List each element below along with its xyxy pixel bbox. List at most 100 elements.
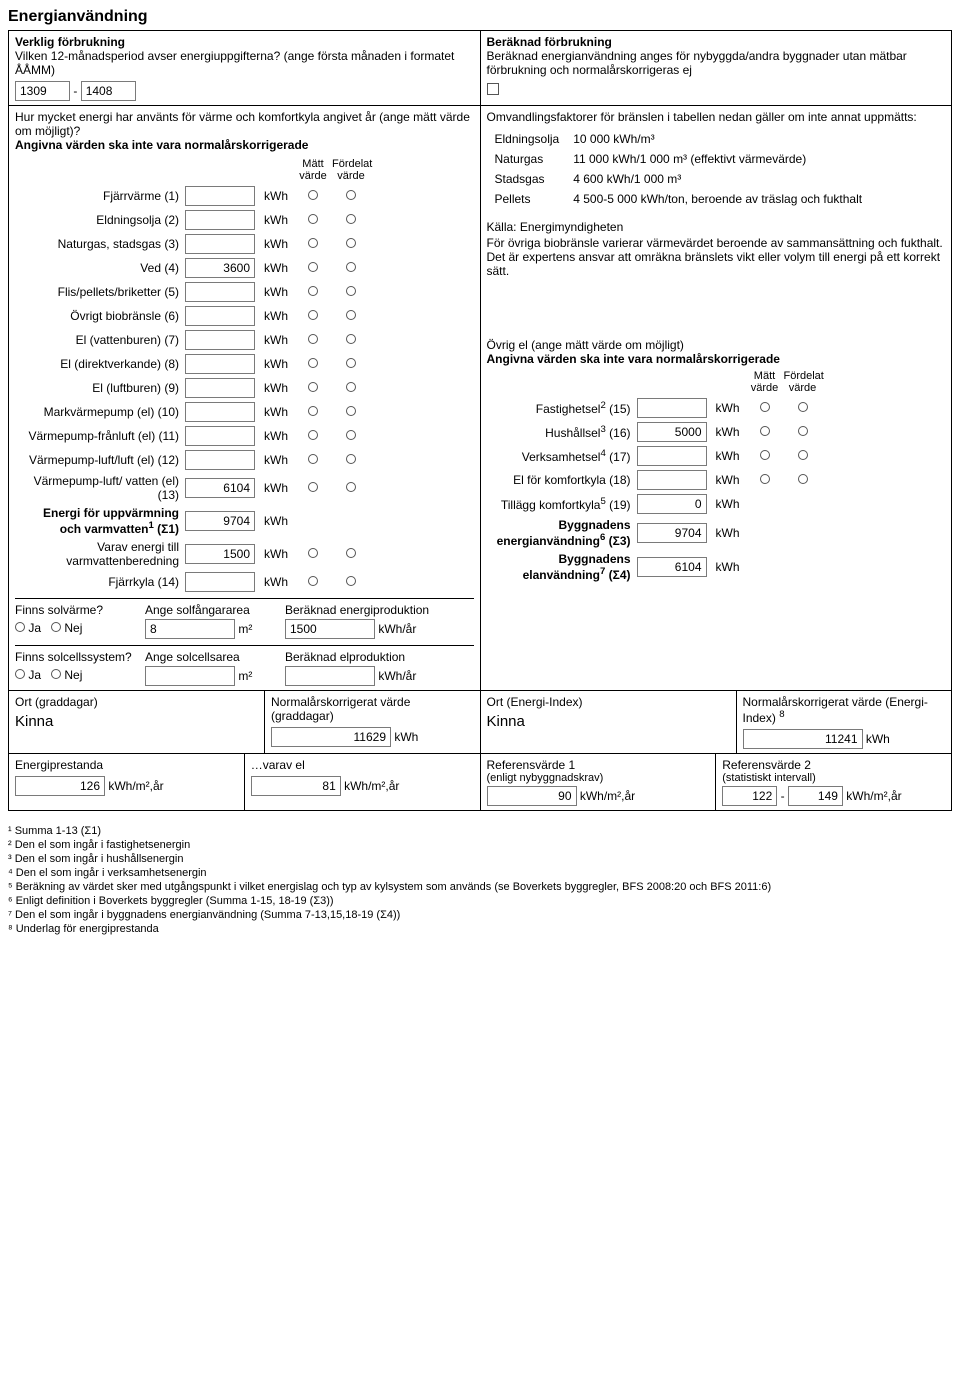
energy-row-input[interactable] — [185, 306, 255, 326]
varav-ford-radio[interactable] — [346, 548, 356, 558]
norm-grad-input[interactable] — [271, 727, 391, 747]
solvarme-ja-radio[interactable] — [15, 622, 25, 632]
energy-row-input[interactable] — [185, 426, 255, 446]
solcell-area-input[interactable] — [145, 666, 235, 686]
energy-row-ford-radio[interactable] — [346, 286, 356, 296]
energy-row-input[interactable] — [185, 282, 255, 302]
varav-el-label: …varav el — [251, 758, 474, 772]
conv-intro: Omvandlingsfaktorer för bränslen i tabel… — [487, 110, 946, 124]
energy-row-label: Eldningsolja (2) — [15, 213, 185, 227]
tillagg-label: Tillägg komfortkyla5 (19) — [487, 496, 637, 512]
energy-row-ford-radio[interactable] — [346, 262, 356, 272]
energy-row-ford-radio[interactable] — [346, 430, 356, 440]
energy-row-label: El (vattenburen) (7) — [15, 333, 185, 347]
ovrig-row-input[interactable] — [637, 470, 707, 490]
ovrig-row-ford-radio[interactable] — [798, 426, 808, 436]
energy-row-matt-radio[interactable] — [308, 482, 318, 492]
ovrig-row-ford-radio[interactable] — [798, 402, 808, 412]
conv-factor: 10 000 kWh/m³ — [567, 130, 868, 148]
energy-row-matt-radio[interactable] — [308, 238, 318, 248]
solcell-prod-label: Beräknad elproduktion — [285, 650, 474, 664]
energy-row-ford-radio[interactable] — [346, 238, 356, 248]
varav-el-input[interactable] — [251, 776, 341, 796]
energy-row-input[interactable] — [185, 258, 255, 278]
energy-row-ford-radio[interactable] — [346, 406, 356, 416]
bygg-energi-input[interactable] — [637, 523, 707, 543]
col-matt: Mätt — [302, 158, 323, 170]
col-fordel: Fördelat — [332, 158, 372, 170]
ovrig-row-matt-radio[interactable] — [760, 474, 770, 484]
energy-row-matt-radio[interactable] — [308, 454, 318, 464]
solcell-nej-radio[interactable] — [51, 669, 61, 679]
energy-row-ford-radio[interactable] — [346, 482, 356, 492]
solcell-prod-input[interactable] — [285, 666, 375, 686]
energy-row-ford-radio[interactable] — [346, 190, 356, 200]
energy-row-matt-radio[interactable] — [308, 310, 318, 320]
bygg-elan-input[interactable] — [637, 557, 707, 577]
ref2-to-input[interactable] — [788, 786, 843, 806]
ovrig-row-input[interactable] — [637, 446, 707, 466]
energy-row-matt-radio[interactable] — [308, 382, 318, 392]
beraknad-checkbox[interactable] — [487, 83, 499, 95]
ref2-from-input[interactable] — [722, 786, 777, 806]
energy-row-input[interactable] — [185, 402, 255, 422]
energy-row-ford-radio[interactable] — [346, 454, 356, 464]
energy-row-matt-radio[interactable] — [308, 430, 318, 440]
norm-ei-input[interactable] — [743, 729, 863, 749]
energy-row-ford-radio[interactable] — [346, 214, 356, 224]
ovrig-row-input[interactable] — [637, 398, 707, 418]
solvarme-area-input[interactable] — [145, 619, 235, 639]
energy-row-matt-radio[interactable] — [308, 358, 318, 368]
footnote-line: ³ Den el som ingår i hushållsenergin — [8, 853, 952, 865]
ovrig-row-matt-radio[interactable] — [760, 426, 770, 436]
ovrig-row-matt-radio[interactable] — [760, 450, 770, 460]
period-from-input[interactable] — [15, 81, 70, 101]
fjarrkyla-ford-radio[interactable] — [346, 576, 356, 586]
fjarrkyla-input[interactable] — [185, 572, 255, 592]
ovrig-row-input[interactable] — [637, 422, 707, 442]
conv-note: För övriga biobränsle varierar värmevärd… — [487, 236, 946, 278]
energy-row-input[interactable] — [185, 354, 255, 374]
energy-row-input[interactable] — [185, 478, 255, 498]
ovrig-row-ford-radio[interactable] — [798, 450, 808, 460]
ref1-label: Referensvärde 1 — [487, 758, 710, 772]
ovrig-row-ford-radio[interactable] — [798, 474, 808, 484]
varav-input[interactable] — [185, 544, 255, 564]
period-dash: - — [73, 84, 77, 98]
solvarme-prod-input[interactable] — [285, 619, 375, 639]
energy-row-matt-radio[interactable] — [308, 334, 318, 344]
fjarrkyla-matt-radio[interactable] — [308, 576, 318, 586]
tillagg-input[interactable] — [637, 494, 707, 514]
energy-row-input[interactable] — [185, 330, 255, 350]
varav-matt-radio[interactable] — [308, 548, 318, 558]
ovrig-row-label: Hushållsel3 (16) — [487, 424, 637, 440]
energy-row-input[interactable] — [185, 234, 255, 254]
energy-row-matt-radio[interactable] — [308, 406, 318, 416]
energy-row-ford-radio[interactable] — [346, 334, 356, 344]
energy-row-matt-radio[interactable] — [308, 286, 318, 296]
energy-row-ford-radio[interactable] — [346, 382, 356, 392]
fjarrkyla-label: Fjärrkyla (14) — [15, 575, 185, 589]
energy-row-ford-radio[interactable] — [346, 358, 356, 368]
energy-row-input[interactable] — [185, 186, 255, 206]
conv-fuel: Eldningsolja — [489, 130, 566, 148]
solvarme-nej-radio[interactable] — [51, 622, 61, 632]
energy-row-ford-radio[interactable] — [346, 310, 356, 320]
energy-row-input[interactable] — [185, 210, 255, 230]
energy-row-matt-radio[interactable] — [308, 262, 318, 272]
footnote-line: ² Den el som ingår i fastighetsenergin — [8, 839, 952, 851]
ovrig-row-matt-radio[interactable] — [760, 402, 770, 412]
ovrig-row-label: Verksamhetsel4 (17) — [487, 448, 637, 464]
energy-row-matt-radio[interactable] — [308, 214, 318, 224]
sum-input[interactable] — [185, 511, 255, 531]
ref1-input[interactable] — [487, 786, 577, 806]
solcell-ja-radio[interactable] — [15, 669, 25, 679]
energy-row-input[interactable] — [185, 450, 255, 470]
conv-kalla: Källa: Energimyndigheten — [487, 220, 946, 234]
ep-input[interactable] — [15, 776, 105, 796]
energy-row-matt-radio[interactable] — [308, 190, 318, 200]
energy-row-input[interactable] — [185, 378, 255, 398]
form-container: Verklig förbrukning Vilken 12-månadsperi… — [8, 30, 952, 811]
footnote-line: ⁵ Beräkning av värdet sker med utgångspu… — [8, 881, 952, 893]
period-to-input[interactable] — [81, 81, 136, 101]
